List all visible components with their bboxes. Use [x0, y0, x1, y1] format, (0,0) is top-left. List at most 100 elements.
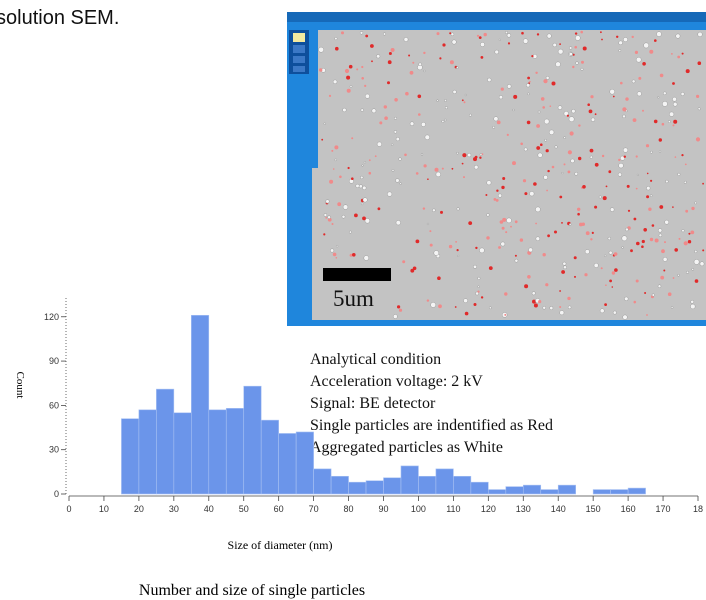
red-particle	[663, 269, 666, 272]
red-particle	[651, 224, 655, 227]
white-particle	[492, 126, 495, 129]
red-particle	[569, 131, 574, 136]
red-particle	[362, 216, 366, 221]
red-particle	[351, 177, 354, 180]
red-particle	[498, 246, 501, 249]
white-particle	[677, 274, 680, 277]
white-particle	[543, 174, 548, 180]
red-particle	[697, 61, 702, 65]
white-particle	[607, 236, 611, 241]
red-particle	[594, 113, 597, 116]
red-particle	[641, 245, 644, 248]
red-particle	[625, 97, 629, 101]
white-particle	[665, 179, 669, 184]
white-particle	[668, 120, 671, 123]
white-particle	[643, 42, 650, 49]
red-particle	[334, 145, 339, 150]
white-particle	[683, 180, 687, 184]
red-particle	[507, 42, 511, 45]
red-particle	[633, 217, 637, 221]
red-particle	[387, 81, 390, 85]
red-particle	[653, 119, 658, 124]
red-particle	[524, 284, 529, 289]
red-particle	[641, 239, 645, 244]
white-particle	[456, 66, 459, 69]
white-particle	[549, 306, 554, 310]
white-particle	[432, 208, 436, 213]
red-particle	[485, 194, 488, 196]
red-particle	[398, 308, 403, 312]
white-particle	[364, 218, 371, 224]
red-particle	[412, 266, 417, 271]
white-particle	[498, 38, 501, 41]
white-particle	[686, 270, 689, 274]
red-particle	[520, 142, 523, 146]
red-particle	[319, 68, 323, 72]
white-particle	[694, 201, 697, 205]
red-particle	[605, 185, 608, 188]
white-particle	[424, 134, 430, 140]
y-tick-label: 120	[44, 312, 59, 322]
white-particle	[498, 193, 503, 198]
red-particle	[354, 213, 358, 218]
white-particle	[435, 171, 441, 178]
caption: Number and size of single particles	[139, 582, 365, 599]
white-particle	[609, 88, 615, 95]
white-particle	[593, 262, 599, 268]
red-particle	[643, 228, 647, 232]
bar	[592, 489, 611, 495]
red-particle	[594, 205, 598, 209]
notes: Analytical condition Acceleration voltage…	[310, 351, 553, 456]
red-particle	[522, 179, 527, 183]
white-particle	[694, 249, 698, 253]
y-tick-label: 30	[49, 445, 59, 455]
red-particle	[616, 35, 619, 38]
red-particle	[667, 292, 672, 297]
white-particle	[395, 220, 401, 226]
red-particle	[496, 189, 499, 192]
red-particle	[642, 62, 646, 66]
red-particle	[536, 33, 540, 36]
red-particle	[540, 143, 543, 146]
red-particle	[423, 51, 426, 55]
x-tick-label: 150	[586, 504, 601, 514]
bar	[488, 489, 507, 495]
red-particle	[587, 103, 590, 106]
header-text: solution SEM.	[0, 7, 119, 29]
white-particle	[561, 172, 564, 175]
white-particle	[544, 118, 550, 125]
x-axis-label: Size of diameter (nm)	[228, 538, 333, 552]
red-particle	[346, 88, 351, 93]
white-particle	[359, 31, 364, 35]
x-tick-label: 18	[693, 504, 703, 514]
red-particle	[582, 185, 586, 189]
sem-image-edge	[312, 168, 320, 320]
red-particle	[691, 206, 695, 211]
scale-bar-label: 5um	[333, 286, 374, 311]
red-particle	[702, 249, 705, 252]
white-particle	[618, 49, 622, 52]
white-particle	[562, 261, 567, 266]
red-particle	[476, 34, 480, 37]
red-particle	[559, 290, 561, 292]
white-particle	[690, 299, 695, 304]
red-particle	[681, 154, 684, 157]
x-tick-label: 140	[551, 504, 566, 514]
red-particle	[554, 230, 557, 234]
sem-titlebar	[287, 12, 706, 22]
red-particle	[331, 149, 334, 152]
white-particle	[409, 121, 415, 126]
white-particle	[493, 116, 499, 122]
red-particle	[493, 198, 497, 201]
red-particle	[620, 81, 623, 85]
bar	[522, 484, 542, 495]
white-particle	[403, 37, 409, 42]
white-particle	[360, 202, 364, 206]
red-particle	[540, 97, 545, 101]
red-particle	[448, 244, 453, 249]
white-particle	[662, 101, 668, 107]
red-particle	[513, 94, 518, 99]
white-particle	[334, 158, 337, 162]
red-particle	[346, 75, 351, 80]
red-particle	[335, 46, 339, 51]
